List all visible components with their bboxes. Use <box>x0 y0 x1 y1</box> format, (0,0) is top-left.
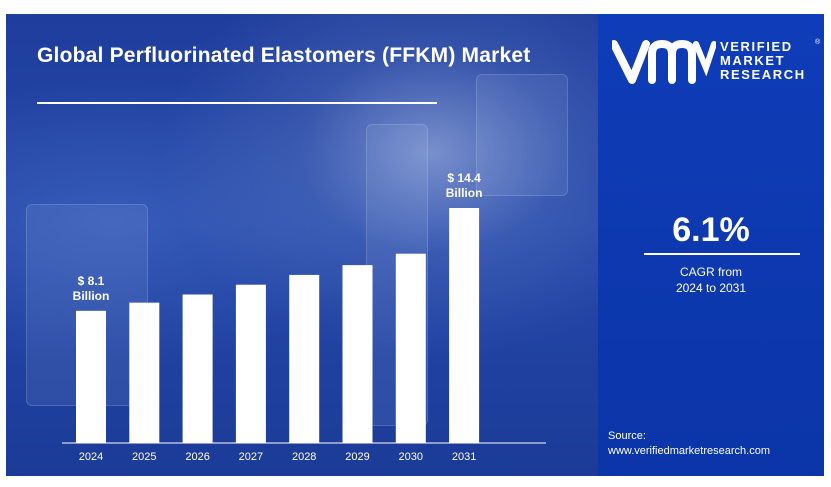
cagr-value: 6.1% <box>672 211 750 249</box>
x-tick-label: 2027 <box>239 451 263 463</box>
x-tick-label: 2025 <box>132 451 156 463</box>
x-tick-label: 2026 <box>185 451 209 463</box>
data-label: $ 14.4 <box>447 171 481 185</box>
chart-panel: Global Perfluorinated Elastomers (FFKM) … <box>6 14 598 476</box>
bar-2026 <box>182 294 213 443</box>
x-tick-label: 2028 <box>292 451 316 463</box>
brand-line-1: VERIFIED <box>720 39 793 54</box>
brand-line-3: RESEARCH <box>720 67 806 82</box>
title-underline <box>37 102 437 104</box>
bar-2024 <box>76 310 106 443</box>
bar-2029 <box>342 265 373 443</box>
bar-2031 <box>449 208 480 443</box>
x-tick-label: 2030 <box>399 451 423 463</box>
bar-2025 <box>129 302 160 443</box>
bar-2028 <box>289 274 320 443</box>
brand-line-2: MARKET <box>720 53 786 68</box>
data-label: $ 8.1 <box>78 274 105 288</box>
cagr-label-line-2: 2024 to 2031 <box>675 281 747 295</box>
background-glove-shape <box>476 74 568 196</box>
bar-chart: 2024 2025 2026 2027 2028 2029 2030 2031$ 8.1Bil… <box>62 171 546 463</box>
x-tick-label: 2024 <box>79 451 103 463</box>
brand-wordmark: VERIFIED MARKET RESEARCH <box>720 40 806 82</box>
source-url: www.verifiedmarketresearch.com <box>608 445 770 457</box>
data-label: Billion <box>446 186 483 200</box>
x-tick-label: 2029 <box>345 451 369 463</box>
chart-title: Global Perfluorinated Elastomers (FFKM) … <box>37 44 531 67</box>
registered-mark: ® <box>815 39 821 46</box>
cagr-divider <box>644 253 800 255</box>
infographic-card: Global Perfluorinated Elastomers (FFKM) … <box>6 14 824 476</box>
source-label: Source: <box>608 430 646 442</box>
bar-2027 <box>235 284 266 443</box>
cagr-label-line-1: CAGR from <box>679 265 742 279</box>
x-tick-label: 2031 <box>452 451 476 463</box>
vmr-logo-icon <box>612 39 716 84</box>
data-label: Billion <box>73 289 110 303</box>
bar-2030 <box>395 253 426 443</box>
summary-panel: VERIFIED MARKET RESEARCH ® 6.1% CAGR fro… <box>598 14 824 476</box>
cagr-label: CAGR from 2024 to 2031 <box>598 264 824 296</box>
